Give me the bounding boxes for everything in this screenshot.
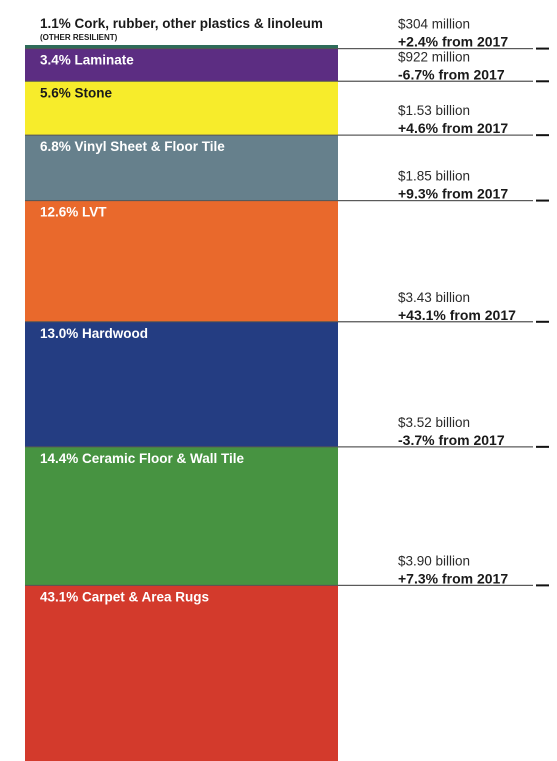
segment-lvt: [25, 200, 338, 322]
change-label-hardwood: -3.7% from 2017: [398, 432, 505, 448]
segment-label-vinyl-sheet-floor-tile: 6.8% Vinyl Sheet & Floor Tile: [40, 139, 225, 154]
segment-stone: [25, 81, 338, 136]
segment-label-lvt: 12.6% LVT: [40, 205, 107, 220]
change-label-stone: +4.6% from 2017: [398, 120, 508, 136]
segment-label-cork-rubber-other-plastics-linoleum: 1.1% Cork, rubber, other plastics & lino…: [40, 16, 323, 31]
value-label-laminate: $922 million: [398, 49, 470, 64]
change-label-vinyl-sheet-floor-tile: +9.3% from 2017: [398, 186, 508, 202]
chart-segments: [25, 45, 533, 761]
segment-laminate: [25, 48, 338, 82]
change-label-lvt: +43.1% from 2017: [398, 307, 516, 323]
change-label-laminate: -6.7% from 2017: [398, 66, 505, 82]
segment-sublabel-cork-rubber-other-plastics-linoleum: (OTHER RESILIENT): [40, 33, 118, 42]
segment-hardwood: [25, 321, 338, 447]
value-label-stone: $1.53 billion: [398, 103, 470, 118]
segment-ceramic-floor-wall-tile: [25, 446, 338, 586]
segment-label-laminate: 3.4% Laminate: [40, 53, 134, 68]
segment-label-stone: 5.6% Stone: [40, 85, 113, 100]
change-label-ceramic-floor-wall-tile: +7.3% from 2017: [398, 570, 508, 586]
change-label-cork-rubber-other-plastics-linoleum: +2.4% from 2017: [398, 34, 508, 50]
segment-label-hardwood: 13.0% Hardwood: [40, 326, 148, 341]
value-label-cork-rubber-other-plastics-linoleum: $304 million: [398, 17, 470, 32]
value-label-hardwood: $3.52 billion: [398, 415, 470, 430]
segment-carpet-area-rugs: [25, 585, 338, 761]
value-label-lvt: $3.43 billion: [398, 290, 470, 305]
segment-label-ceramic-floor-wall-tile: 14.4% Ceramic Floor & Wall Tile: [40, 451, 245, 466]
value-label-ceramic-floor-wall-tile: $3.90 billion: [398, 553, 470, 568]
segment-vinyl-sheet-floor-tile: [25, 135, 338, 201]
segment-cork-rubber-other-plastics-linoleum: [25, 45, 338, 49]
value-label-vinyl-sheet-floor-tile: $1.85 billion: [398, 169, 470, 184]
segment-label-carpet-area-rugs: 43.1% Carpet & Area Rugs: [40, 589, 209, 604]
chart-annotations: 1.1% Cork, rubber, other plastics & lino…: [40, 16, 549, 604]
